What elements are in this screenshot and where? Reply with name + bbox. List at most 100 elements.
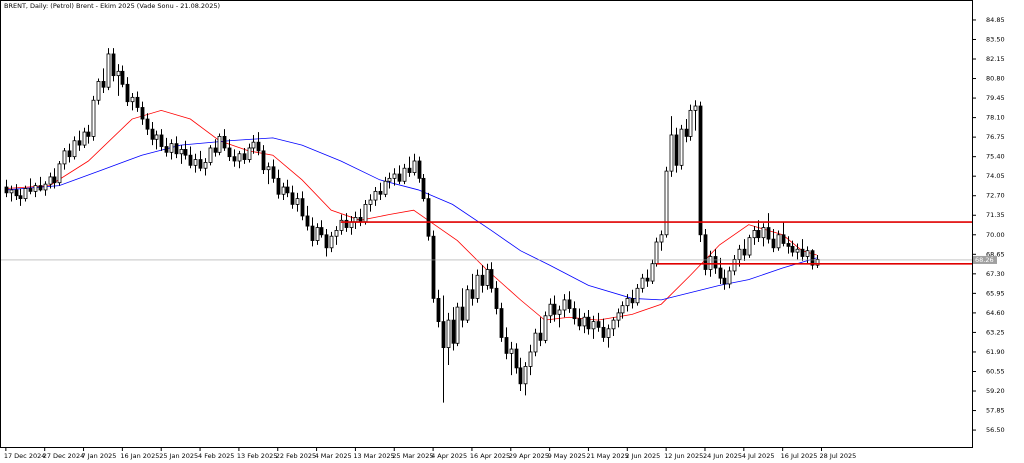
candle-body <box>596 321 601 328</box>
candle-body <box>310 225 315 241</box>
candle-body <box>281 186 286 195</box>
candle-body <box>363 203 368 223</box>
candle-body <box>150 128 155 140</box>
candle-body <box>188 154 193 166</box>
candle-body <box>771 238 776 249</box>
y-tick-label: 57.85 <box>986 407 1005 415</box>
y-tick-label: 80.80 <box>986 75 1005 83</box>
candle-body <box>548 303 553 317</box>
candle-body <box>504 337 509 354</box>
candle-body <box>353 217 358 223</box>
x-tick-label: 25 Jan 2025 <box>159 452 198 460</box>
candle-body <box>455 306 460 344</box>
x-tick-label: 29 Apr 2025 <box>509 452 549 460</box>
candle-body <box>38 185 43 191</box>
candle-body <box>645 277 650 282</box>
candle-body <box>290 192 295 205</box>
candle-body <box>271 166 276 179</box>
candle-body <box>693 105 698 111</box>
x-tick-label: 28 Jul 2025 <box>819 452 856 460</box>
candle-body <box>387 177 392 182</box>
candle-body <box>552 303 557 315</box>
candle-body <box>582 316 587 327</box>
candle-body <box>261 150 266 171</box>
candle-body <box>407 167 412 173</box>
x-tick-label: 22 Feb 2025 <box>276 452 316 460</box>
candle-body <box>23 188 28 200</box>
candle-body <box>247 147 252 160</box>
candle-body <box>776 234 781 249</box>
y-tick-label: 64.60 <box>986 309 1005 317</box>
candle-body <box>752 230 757 239</box>
y-tick-label: 60.55 <box>986 367 1005 375</box>
candle-body <box>266 166 271 171</box>
candle-body <box>285 186 290 194</box>
candle-body <box>518 367 523 385</box>
candle-body <box>480 274 485 286</box>
y-tick-label: 65.95 <box>986 289 1005 297</box>
candle-body <box>669 134 674 172</box>
x-tick-label: 16 Apr 2025 <box>470 452 510 460</box>
candle-body <box>446 319 451 349</box>
candle-body <box>557 309 562 315</box>
candle-body <box>659 234 664 243</box>
x-tick-label: 4 Jul 2025 <box>742 452 775 460</box>
candle-body <box>431 235 436 299</box>
x-tick-label: 21 May 2025 <box>586 452 628 460</box>
candle-body <box>708 256 713 270</box>
x-tick-label: 7 Jan 2025 <box>82 452 117 460</box>
candle-body <box>742 248 747 256</box>
candle-body <box>82 131 87 146</box>
candle-body <box>174 143 179 155</box>
candle-body <box>237 153 242 162</box>
candle-body <box>664 170 669 236</box>
candle-body <box>737 248 742 260</box>
candle-body <box>57 163 62 184</box>
y-tick-label: 63.25 <box>986 328 1005 336</box>
candle-body <box>222 136 227 149</box>
candle-body <box>509 348 514 354</box>
candle-body <box>795 248 800 253</box>
candle-body <box>761 227 766 239</box>
candle-body <box>9 189 14 194</box>
candle-body <box>91 99 96 137</box>
candle-body <box>397 173 402 182</box>
candle-body <box>315 227 320 241</box>
candle-body <box>601 326 606 338</box>
candle-body <box>616 312 621 321</box>
candle-body <box>572 308 577 320</box>
candle-body <box>591 321 596 330</box>
candle-body <box>242 153 247 160</box>
candle-body <box>130 96 135 103</box>
x-tick-label: 12 Jun 2025 <box>664 452 703 460</box>
candle-body <box>538 332 543 341</box>
candle-body <box>800 248 805 257</box>
candle-body <box>77 140 82 146</box>
candle-body <box>494 287 499 309</box>
candle-body <box>208 147 213 163</box>
candle-body <box>344 219 349 228</box>
y-tick-label: 56.50 <box>986 426 1005 434</box>
candle-body <box>14 189 19 197</box>
candle-body <box>523 366 528 385</box>
candle-body <box>514 348 519 369</box>
candle-body <box>72 140 77 158</box>
candle-body <box>747 237 752 256</box>
candle-body <box>383 180 388 195</box>
candle-body <box>276 177 281 195</box>
candle-body <box>159 134 164 147</box>
candle-body <box>460 306 465 321</box>
candle-body <box>703 234 708 270</box>
candle-body <box>154 134 159 140</box>
candle-body <box>145 118 150 130</box>
candle-body <box>698 105 703 236</box>
candle-body <box>140 107 145 120</box>
y-tick-label: 68.65 <box>986 250 1005 258</box>
candle-body <box>52 176 57 184</box>
candle-body <box>630 298 635 304</box>
x-tick-label: 2 Jun 2025 <box>625 452 660 460</box>
candle-body <box>18 195 23 200</box>
candle-body <box>577 318 582 327</box>
candle-body <box>4 186 9 194</box>
y-tick-label: 84.85 <box>986 16 1005 24</box>
